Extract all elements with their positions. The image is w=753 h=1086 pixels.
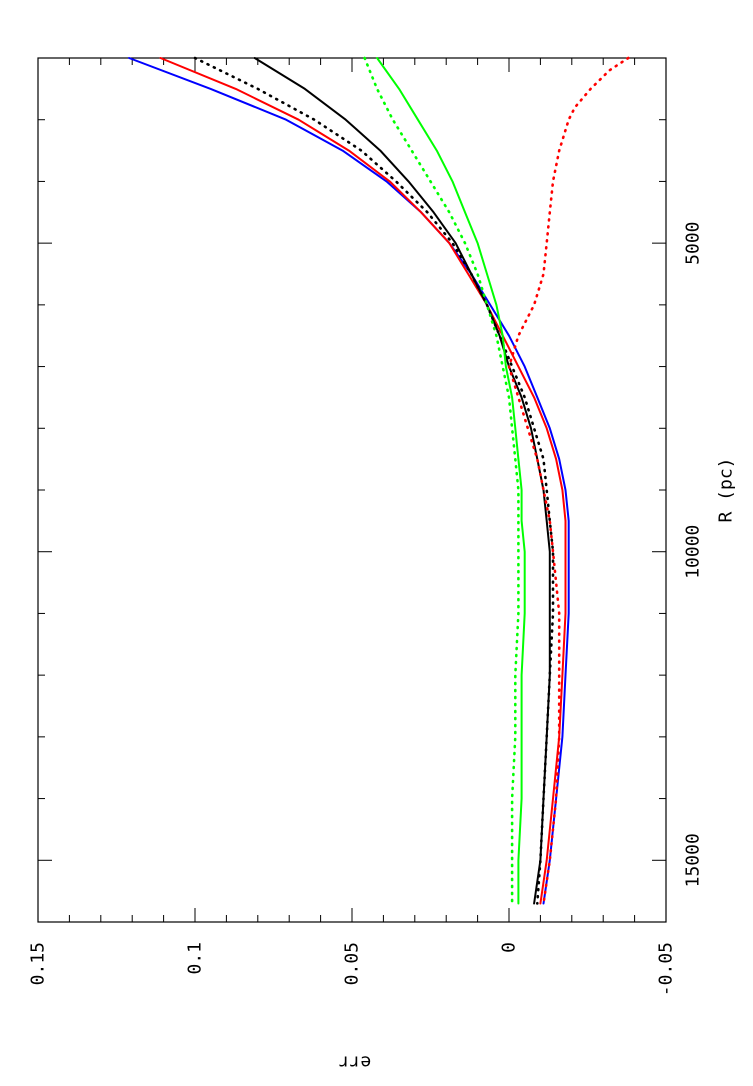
x-tick-label: 5000 [683, 221, 704, 264]
y-tick-label: 0.05 [342, 942, 363, 985]
series-line-4 [253, 57, 551, 905]
y-tick-label: 0.1 [185, 942, 206, 975]
y-axis-label: err [339, 1052, 372, 1073]
plot-frame [37, 57, 667, 923]
series-line-6 [376, 57, 526, 905]
tick-labels: 5000 10000 15000 -0.05 0 0.05 0.1 0.15 [28, 221, 704, 996]
series-group [128, 56, 630, 905]
series-line-2 [159, 57, 567, 905]
y-tick-label: 0.15 [28, 942, 49, 985]
series-line-1 [128, 57, 570, 905]
tick-marks [38, 58, 666, 922]
y-tick-label: 0 [499, 942, 520, 953]
x-axis-label: R (pc) [716, 457, 737, 522]
y-tick-label: -0.05 [656, 942, 677, 996]
x-tick-label: 10000 [683, 525, 704, 579]
x-tick-label: 15000 [683, 833, 704, 887]
series-line-5 [363, 56, 520, 905]
series-line-7 [507, 56, 630, 905]
series-line-3 [193, 56, 555, 905]
